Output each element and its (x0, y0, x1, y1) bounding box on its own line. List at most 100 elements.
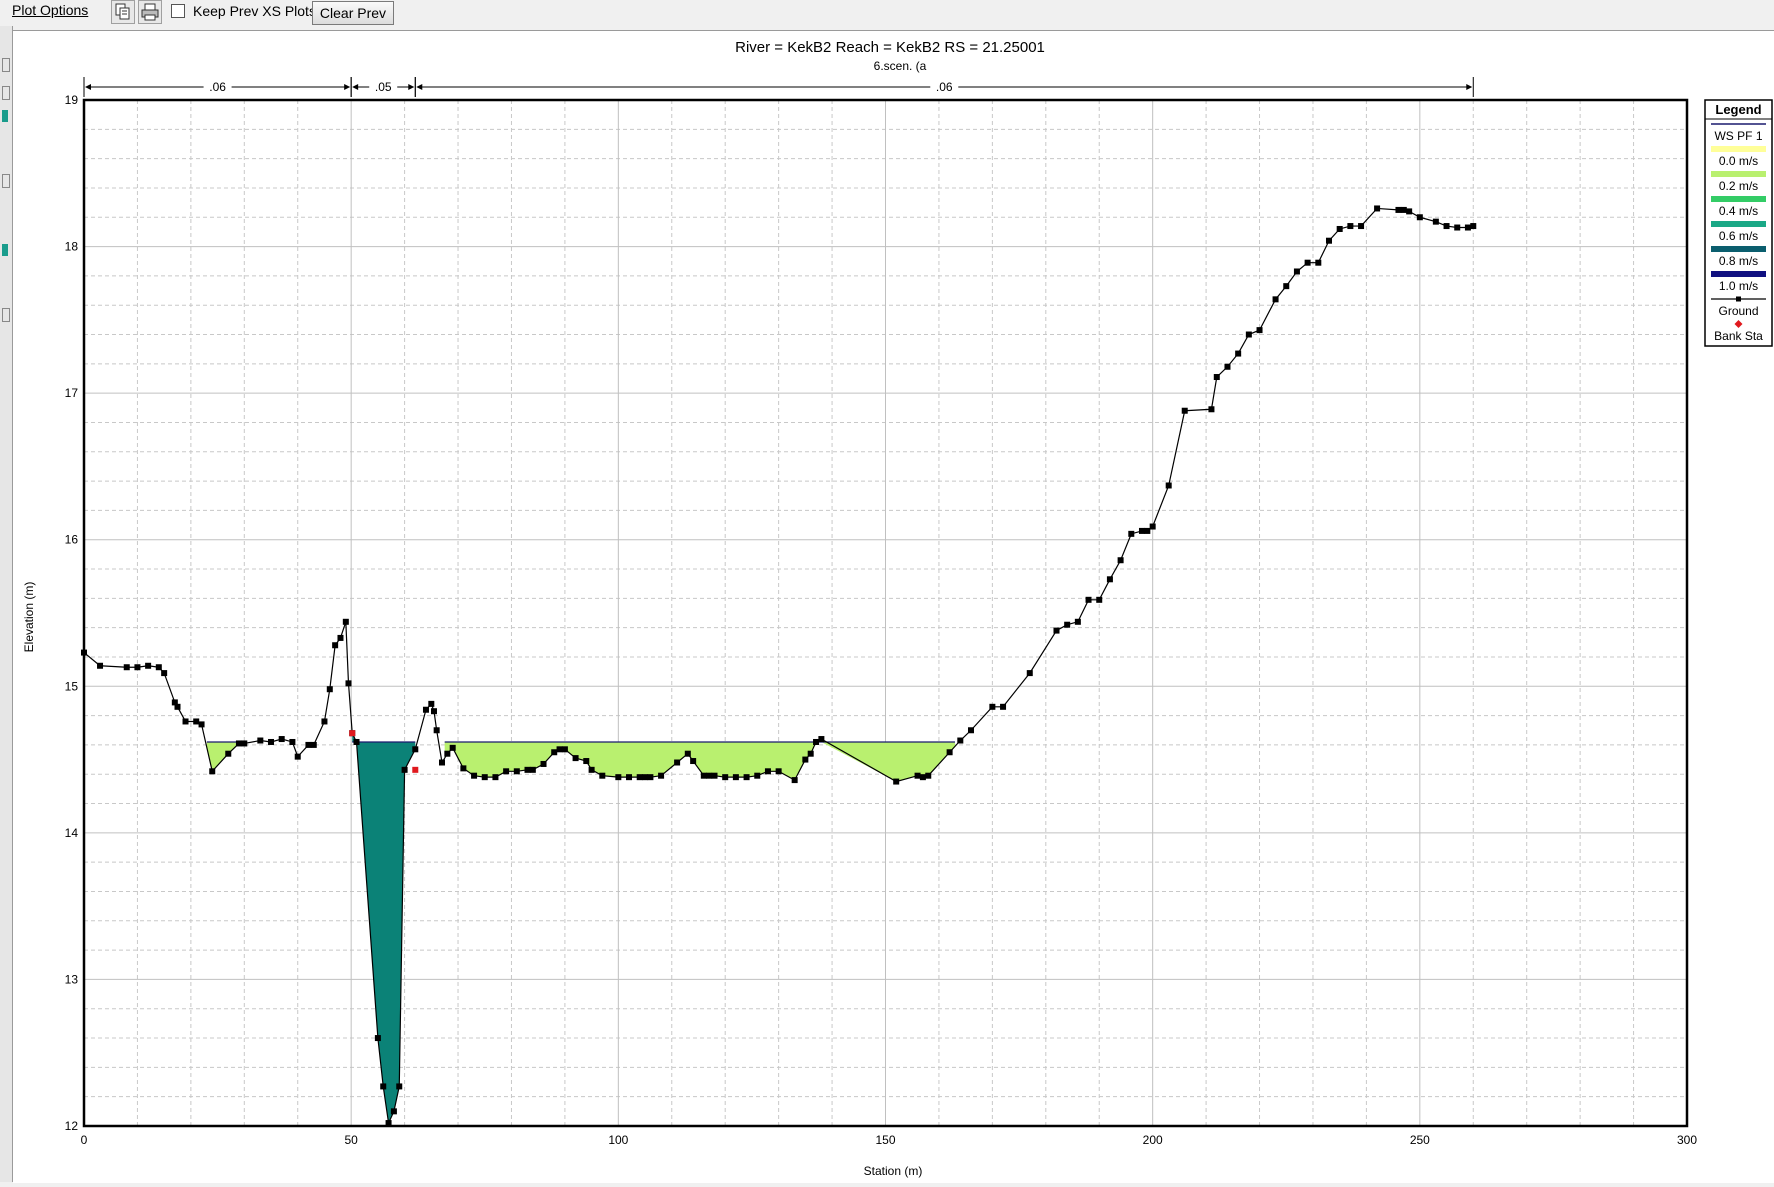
ground-point (289, 738, 296, 745)
left-panel-strip (0, 26, 13, 1182)
ground-point (1026, 670, 1033, 677)
legend-title: Legend (1715, 102, 1761, 117)
legend-label: 1.0 m/s (1719, 279, 1758, 293)
ground-point (583, 758, 590, 765)
x-tick-label: 0 (81, 1133, 88, 1147)
keep-prev-label: Keep Prev XS Plots (193, 3, 316, 19)
ground-point (235, 740, 242, 747)
ground-point (278, 736, 285, 743)
panel-handle (2, 174, 10, 188)
ground-point (1464, 224, 1471, 231)
manning-arrow (1466, 84, 1473, 90)
y-tick-label: 14 (65, 826, 79, 840)
ground-point (428, 700, 435, 707)
panel-handle (2, 308, 10, 322)
y-tick-label: 15 (65, 679, 79, 693)
ground-point (1256, 327, 1263, 334)
x-tick-label: 250 (1410, 1133, 1430, 1147)
ground-point (481, 774, 488, 781)
ground-point (1085, 596, 1092, 603)
manning-label: .06 (936, 80, 953, 94)
ground-point (337, 634, 344, 641)
ground-point (561, 746, 568, 753)
y-tick-label: 18 (65, 240, 79, 254)
plot-options-menu[interactable]: Plot Options (12, 2, 89, 18)
legend-label: 0.6 m/s (1719, 229, 1758, 243)
legend-label: 0.8 m/s (1719, 254, 1758, 268)
ground-point (310, 741, 317, 748)
flow-area (206, 741, 242, 772)
ground-point (818, 736, 825, 743)
bank-station-point (349, 730, 356, 737)
ground-point (1000, 703, 1007, 710)
ground-point (700, 772, 707, 779)
ground-point (893, 778, 900, 785)
legend-label: WS PF 1 (1714, 129, 1762, 143)
ground-point (257, 737, 264, 744)
ground-point (1149, 523, 1156, 530)
plot-frame (82, 98, 1689, 1128)
ground-point (967, 727, 974, 734)
ground-point (1416, 214, 1423, 221)
legend-label: Ground (1718, 304, 1758, 318)
ground-point (1336, 225, 1343, 232)
y-axis-label: Elevation (m) (22, 582, 36, 653)
ground-point (989, 703, 996, 710)
ground-point (1395, 206, 1402, 213)
ground-point (615, 774, 622, 781)
legend-swatch (1711, 246, 1766, 252)
ground-point (460, 765, 467, 772)
ground-point (1213, 374, 1220, 381)
ground-point (385, 1120, 392, 1127)
legend-label: 0.4 m/s (1719, 204, 1758, 218)
ground-point (1138, 527, 1145, 534)
ground-point (174, 703, 181, 710)
axes-layer (82, 98, 1689, 1128)
ground-point (182, 718, 189, 725)
ground-point (396, 1083, 403, 1090)
legend-swatch (1711, 146, 1766, 152)
ground-point (155, 664, 162, 671)
ground-point (471, 772, 478, 779)
ground-point (540, 760, 547, 767)
ground-point (171, 699, 178, 706)
ground-point (1165, 482, 1172, 489)
ground-point (722, 774, 729, 781)
ground-point (684, 750, 691, 757)
manning-n-layer: .06 .05 .06 (83, 77, 1474, 97)
ground-point (1272, 296, 1279, 303)
ground-point (556, 746, 563, 753)
ground-point (1400, 206, 1407, 213)
ground-point (422, 706, 429, 713)
ground-point (1304, 259, 1311, 266)
legend-bank-marker (1734, 320, 1743, 328)
ground-point (588, 766, 595, 773)
ground-point (492, 774, 499, 781)
checkbox-box[interactable] (171, 4, 185, 18)
bank-stations-layer (349, 730, 419, 773)
ground-point (353, 738, 360, 745)
ground-point (1144, 527, 1151, 534)
ground-point (134, 664, 141, 671)
ground-point (925, 772, 932, 779)
copy-icon[interactable] (111, 0, 135, 24)
ground-point (1074, 618, 1081, 625)
clear-prev-button[interactable]: Clear Prev (312, 1, 394, 25)
keep-prev-checkbox[interactable]: Keep Prev XS Plots (171, 3, 316, 19)
ground-point (1358, 223, 1365, 230)
manning-label: .06 (209, 80, 226, 94)
y-tick-label: 19 (65, 93, 79, 107)
ground-point (732, 774, 739, 781)
ground-point (919, 774, 926, 781)
ground-point (412, 746, 419, 753)
panel-handle (2, 244, 8, 256)
x-tick-label: 150 (875, 1133, 895, 1147)
flow-area (352, 733, 416, 1124)
panel-handle (2, 86, 10, 100)
ground-point (97, 662, 104, 669)
ground-point (1293, 268, 1300, 275)
chart-subtitle: 6.scen. (a (874, 59, 927, 73)
ground-point (658, 772, 665, 779)
print-icon[interactable] (138, 0, 162, 24)
